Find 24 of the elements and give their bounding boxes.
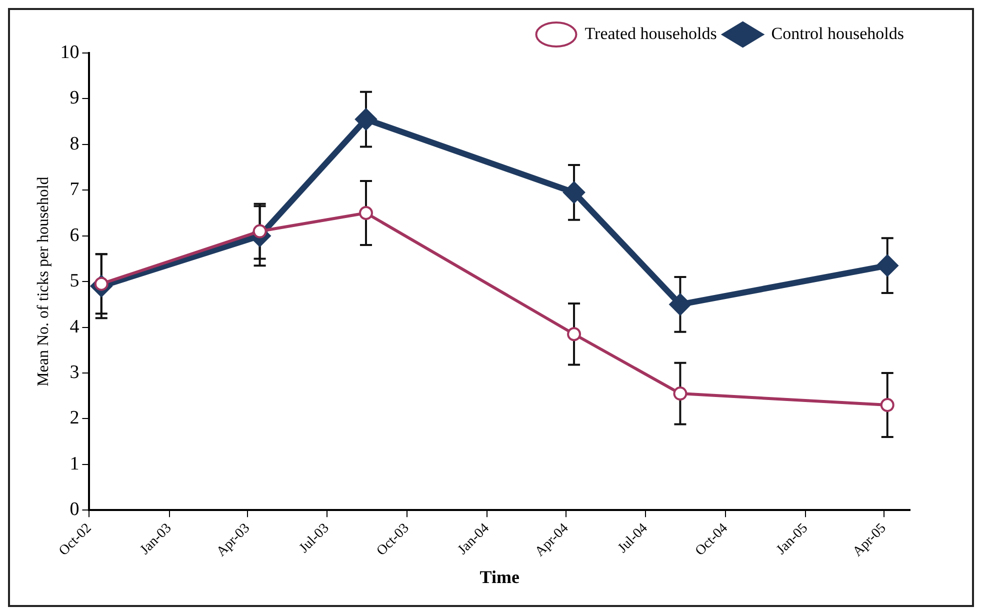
point <box>563 181 586 204</box>
point <box>673 386 688 401</box>
y-axis-title: Mean No. of ticks per household <box>34 176 52 386</box>
y-tick-label: 1 <box>70 453 80 474</box>
y-tick-label: 5 <box>70 270 80 292</box>
y-tick-label: 10 <box>60 42 80 63</box>
point <box>567 327 582 342</box>
y-tick-label: 3 <box>70 362 80 383</box>
point <box>880 398 894 412</box>
y-tick-label: 7 <box>70 179 80 200</box>
y-tick-label: 4 <box>70 316 80 338</box>
y-tick-label: 9 <box>70 88 80 109</box>
y-tick-label: 8 <box>70 133 80 154</box>
y-tick-label: 2 <box>70 408 80 429</box>
point <box>252 224 267 238</box>
legend-label: Control households <box>771 24 904 43</box>
y-tick-label: 6 <box>70 224 80 246</box>
x-axis-title: Time <box>480 566 520 587</box>
y-tick-label: 0 <box>70 499 80 520</box>
point <box>358 206 373 220</box>
legend-label: Treated households <box>584 24 717 43</box>
point <box>354 108 377 130</box>
point <box>876 254 898 277</box>
point <box>669 293 692 316</box>
